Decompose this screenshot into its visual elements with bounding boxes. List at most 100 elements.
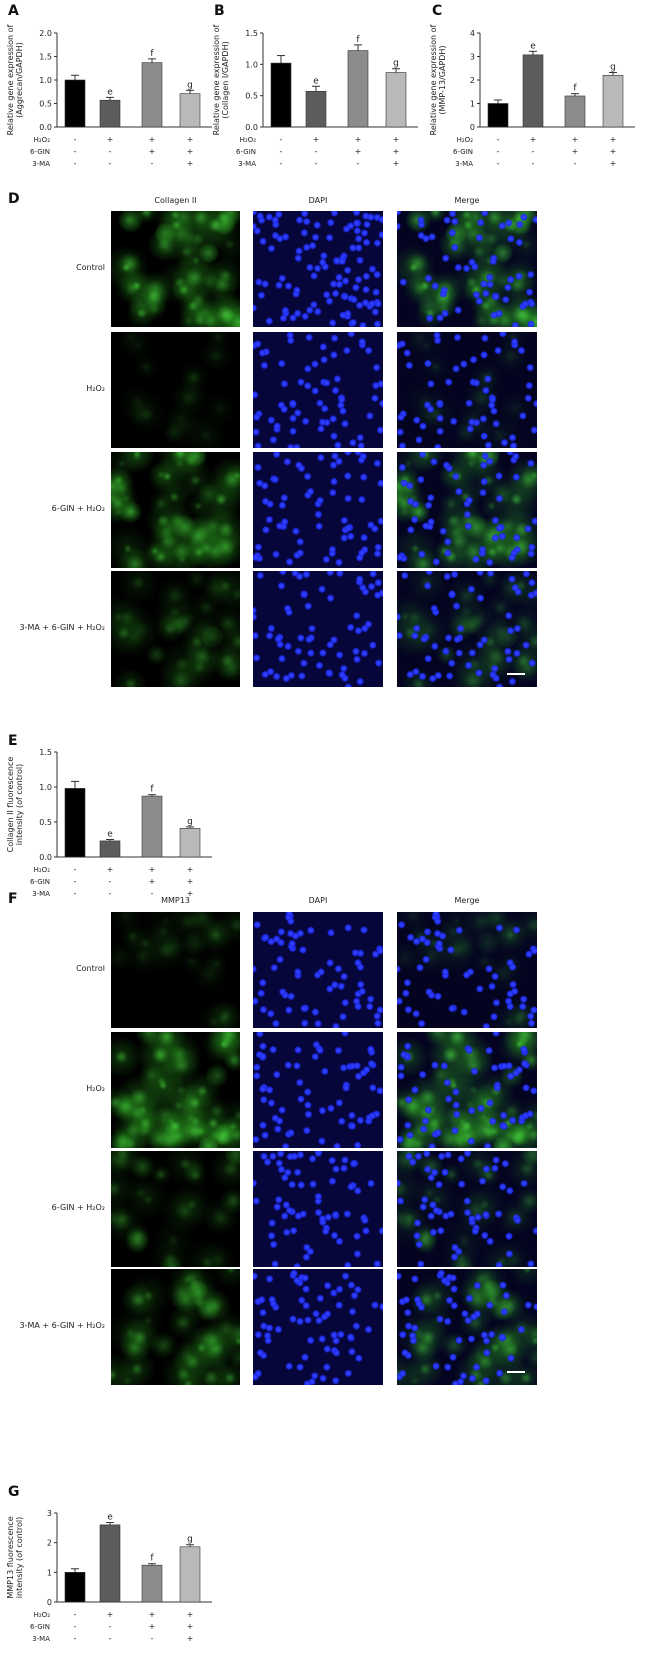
- y-axis-label: Relative gene expression of: [212, 24, 221, 135]
- significance-label: f: [356, 35, 360, 45]
- treatment-row-label: 3-MA: [32, 1635, 50, 1643]
- row-label: 6-GIN + H₂O₂: [51, 504, 105, 513]
- y-tick-label: 0.0: [245, 123, 258, 132]
- scale-bar: [507, 673, 525, 675]
- treatment-sign: -: [532, 147, 535, 156]
- bar: [64, 788, 86, 858]
- green-channel-image: [111, 452, 240, 568]
- treatment-sign: +: [313, 135, 320, 144]
- bar: [270, 62, 292, 128]
- dapi-image: [253, 1151, 383, 1267]
- bar: [487, 103, 509, 128]
- dapi-image: [253, 571, 383, 687]
- treatment-sign: -: [109, 159, 112, 168]
- y-tick-label: 3: [47, 1509, 52, 1518]
- column-header: Merge: [454, 896, 480, 905]
- treatment-sign: -: [151, 889, 154, 898]
- panel-label-f: F: [8, 891, 18, 907]
- y-tick-label: 1.5: [39, 53, 52, 62]
- y-tick-label: 2: [47, 1539, 52, 1548]
- row-label: Control: [76, 964, 105, 973]
- y-axis-label: intensity (of control): [15, 1517, 24, 1598]
- merge-image: [397, 912, 537, 1028]
- treatment-sign: +: [572, 147, 579, 156]
- treatment-sign: -: [74, 1610, 77, 1619]
- treatment-row-label: H₂O₂: [240, 136, 257, 144]
- bar: [99, 840, 121, 858]
- treatment-sign: -: [315, 147, 318, 156]
- y-tick-label: 1.5: [39, 748, 52, 757]
- y-tick-label: 4: [470, 29, 475, 38]
- chart-mmp13-expression: 0 1 2 3 4 Relative gene expression of (MMP-13/…: [429, 24, 635, 168]
- bar: [141, 62, 163, 128]
- y-tick-label: 3: [470, 53, 475, 62]
- treatment-sign: -: [357, 159, 360, 168]
- bar: [602, 75, 624, 128]
- significance-label: f: [150, 49, 154, 59]
- treatment-sign: -: [315, 159, 318, 168]
- significance-label: e: [107, 830, 113, 840]
- treatment-sign: +: [610, 147, 617, 156]
- column-header: DAPI: [308, 896, 328, 905]
- dapi-image: [253, 452, 383, 568]
- bar: [99, 99, 121, 128]
- y-tick-label: 1.0: [245, 60, 258, 69]
- bar: [179, 828, 201, 858]
- treatment-row-label: 3-MA: [32, 160, 50, 168]
- merge-image: [397, 332, 537, 448]
- panel-label-e: E: [8, 733, 18, 749]
- treatment-sign: -: [109, 1622, 112, 1631]
- row-label: 3-MA + 6-GIN + H₂O₂: [19, 623, 105, 632]
- chart-aggrecan: 0.0 0.5 1.0 1.5 2.0 Relative gene expression …: [6, 24, 212, 168]
- panel-label-a: A: [8, 3, 19, 19]
- dapi-image: [253, 332, 383, 448]
- treatment-sign: +: [355, 147, 362, 156]
- treatment-sign: +: [149, 135, 156, 144]
- significance-label: g: [610, 62, 616, 72]
- treatment-sign: +: [187, 1622, 194, 1631]
- treatment-row-label: 6-GIN: [30, 878, 50, 886]
- y-tick-label: 0: [47, 1598, 52, 1607]
- merge-image: [397, 211, 537, 327]
- treatment-sign: +: [149, 865, 156, 874]
- y-axis-label: Relative gene expression of: [429, 24, 438, 135]
- treatment-sign: +: [107, 135, 114, 144]
- treatment-sign: +: [610, 159, 617, 168]
- y-axis-label: (Collagen I/GAPDH): [221, 41, 230, 118]
- panel-label-b: B: [214, 3, 225, 19]
- y-tick-label: 0.0: [39, 123, 52, 132]
- significance-label: g: [393, 59, 399, 69]
- y-tick-label: 0.5: [39, 818, 52, 827]
- treatment-sign: +: [149, 1622, 156, 1631]
- scale-bar: [507, 1371, 525, 1373]
- y-axis-label: Collagen II fluorescence: [6, 757, 15, 853]
- bar: [179, 93, 201, 128]
- treatment-sign: +: [393, 159, 400, 168]
- treatment-sign: -: [109, 877, 112, 886]
- merge-image: [397, 452, 537, 568]
- treatment-sign: -: [74, 877, 77, 886]
- chart-collagen-i: 0.0 0.5 1.0 1.5 Relative gene expression of(…: [212, 24, 418, 168]
- row-label: H₂O₂: [86, 1084, 105, 1093]
- treatment-sign: +: [149, 1610, 156, 1619]
- treatment-row-label: H₂O₂: [34, 1611, 51, 1619]
- treatment-sign: +: [355, 135, 362, 144]
- significance-label: f: [150, 1554, 154, 1564]
- significance-label: f: [150, 785, 154, 795]
- treatment-sign: -: [74, 1634, 77, 1643]
- treatment-sign: +: [187, 889, 194, 898]
- merge-image: [397, 571, 537, 687]
- y-axis-label: Relative gene expression of: [6, 24, 15, 135]
- dapi-image: [253, 1032, 383, 1148]
- bar: [141, 795, 163, 858]
- y-tick-label: 1: [47, 1568, 52, 1577]
- y-tick-label: 1.5: [245, 29, 258, 38]
- merge-image: [397, 1032, 537, 1148]
- dapi-image: [253, 912, 383, 1028]
- treatment-row-label: 3-MA: [238, 160, 256, 168]
- treatment-sign: -: [280, 159, 283, 168]
- bar: [179, 1546, 201, 1603]
- y-tick-label: 2: [470, 76, 475, 85]
- treatment-row-label: H₂O₂: [457, 136, 474, 144]
- treatment-sign: -: [151, 159, 154, 168]
